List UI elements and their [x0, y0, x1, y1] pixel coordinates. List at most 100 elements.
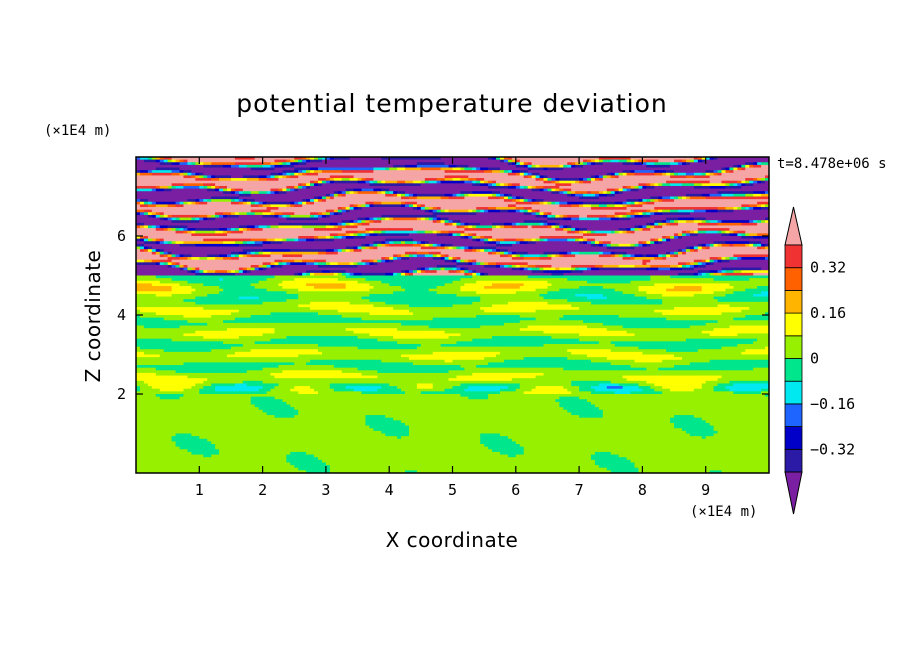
contour-cell: [377, 185, 382, 189]
contour-cell: [717, 178, 722, 182]
contour-cell: [705, 162, 711, 166]
contour-cell: [207, 225, 212, 229]
contour-cell: [551, 196, 556, 200]
contour-cell: [713, 236, 718, 240]
contour-cell: [408, 217, 414, 221]
contour-cell: [294, 204, 299, 208]
contour-cell: [373, 193, 378, 197]
contour-cell: [753, 209, 758, 213]
contour-cell: [361, 217, 366, 221]
contour-cell: [136, 220, 141, 224]
contour-cell: [230, 167, 236, 171]
contour-cell: [678, 170, 683, 174]
contour-cell: [444, 175, 449, 179]
contour-cell: [242, 204, 248, 208]
contour-cell: [298, 204, 303, 208]
contour-cell: [662, 220, 667, 224]
contour-cell: [749, 183, 754, 187]
contour-cell: [238, 212, 244, 216]
contour-cell: [444, 162, 449, 166]
contour-cell: [191, 236, 196, 240]
contour-cell: [511, 159, 517, 163]
contour-cell: [357, 191, 362, 195]
contour-cell: [749, 214, 754, 218]
contour-cell: [555, 185, 560, 189]
contour-cell: [590, 225, 596, 229]
contour-cell: [535, 178, 540, 182]
contour-cell: [590, 233, 596, 237]
contour-cell: [191, 199, 196, 203]
contour-cell: [408, 162, 414, 166]
contour-cell: [480, 157, 485, 161]
contour-cell: [234, 193, 240, 197]
contour-cell: [622, 228, 627, 232]
contour-cell: [492, 185, 497, 189]
contour-cell: [583, 164, 588, 168]
contour-cell: [523, 180, 529, 184]
contour-cell: [499, 164, 505, 168]
contour-cell: [594, 220, 600, 224]
contour-cell: [713, 201, 718, 205]
contour-cell: [171, 185, 176, 189]
contour-cell: [230, 201, 236, 205]
contour-cell: [741, 183, 746, 187]
contour-cell: [195, 222, 200, 226]
contour-cell: [238, 228, 244, 232]
contour-cell: [254, 199, 260, 203]
contour-cell: [321, 175, 327, 179]
contour-cell: [167, 170, 173, 174]
contour-cell: [515, 207, 521, 211]
contour-cell: [547, 191, 552, 195]
contour-cell: [642, 220, 647, 224]
contour-cell: [452, 204, 457, 208]
contour-cell: [452, 162, 457, 166]
contour-cell: [480, 172, 485, 176]
contour-cell: [159, 233, 165, 237]
contour-cell: [389, 230, 394, 234]
contour-cell: [365, 167, 370, 171]
contour-cell: [452, 236, 457, 240]
contour-cell: [678, 193, 683, 197]
contour-cell: [610, 207, 616, 211]
contour-cell: [539, 217, 544, 221]
contour-cell: [765, 233, 769, 237]
contour-cell: [547, 183, 552, 187]
contour-cell: [175, 191, 180, 195]
contour-cell: [286, 225, 291, 229]
contour-cell: [302, 222, 307, 226]
contour-cell: [484, 159, 489, 163]
contour-cell: [444, 191, 449, 195]
contour-cell: [460, 207, 465, 211]
contour-cell: [654, 225, 659, 229]
contour-cell: [432, 222, 438, 226]
contour-cell: [721, 199, 726, 203]
contour-cell: [147, 172, 153, 176]
contour-cell: [535, 196, 540, 200]
contour-cell: [460, 217, 465, 221]
contour-cell: [721, 196, 726, 200]
contour-cell: [650, 164, 655, 168]
contour-cell: [266, 217, 271, 221]
contour-cell: [294, 185, 299, 189]
contour-cell: [361, 204, 366, 208]
contour-cell: [737, 209, 742, 213]
contour-cell: [306, 230, 311, 234]
contour-cell: [587, 196, 592, 200]
contour-cell: [373, 217, 378, 221]
contour-cell: [499, 220, 505, 224]
contour-cell: [666, 225, 671, 229]
contour-cell: [594, 214, 600, 218]
contour-cell: [503, 172, 509, 176]
contour-cell: [519, 207, 525, 211]
contour-cell: [634, 230, 639, 234]
contour-cell: [199, 191, 204, 195]
contour-cell: [286, 157, 291, 161]
contour-cell: [179, 214, 184, 218]
contour-cell: [317, 220, 323, 224]
contour-cell: [551, 228, 556, 232]
contour-cell: [258, 196, 263, 200]
contour-cell: [159, 167, 165, 171]
contour-cell: [191, 175, 196, 179]
contour-cell: [306, 170, 311, 174]
contour-cell: [602, 172, 608, 176]
